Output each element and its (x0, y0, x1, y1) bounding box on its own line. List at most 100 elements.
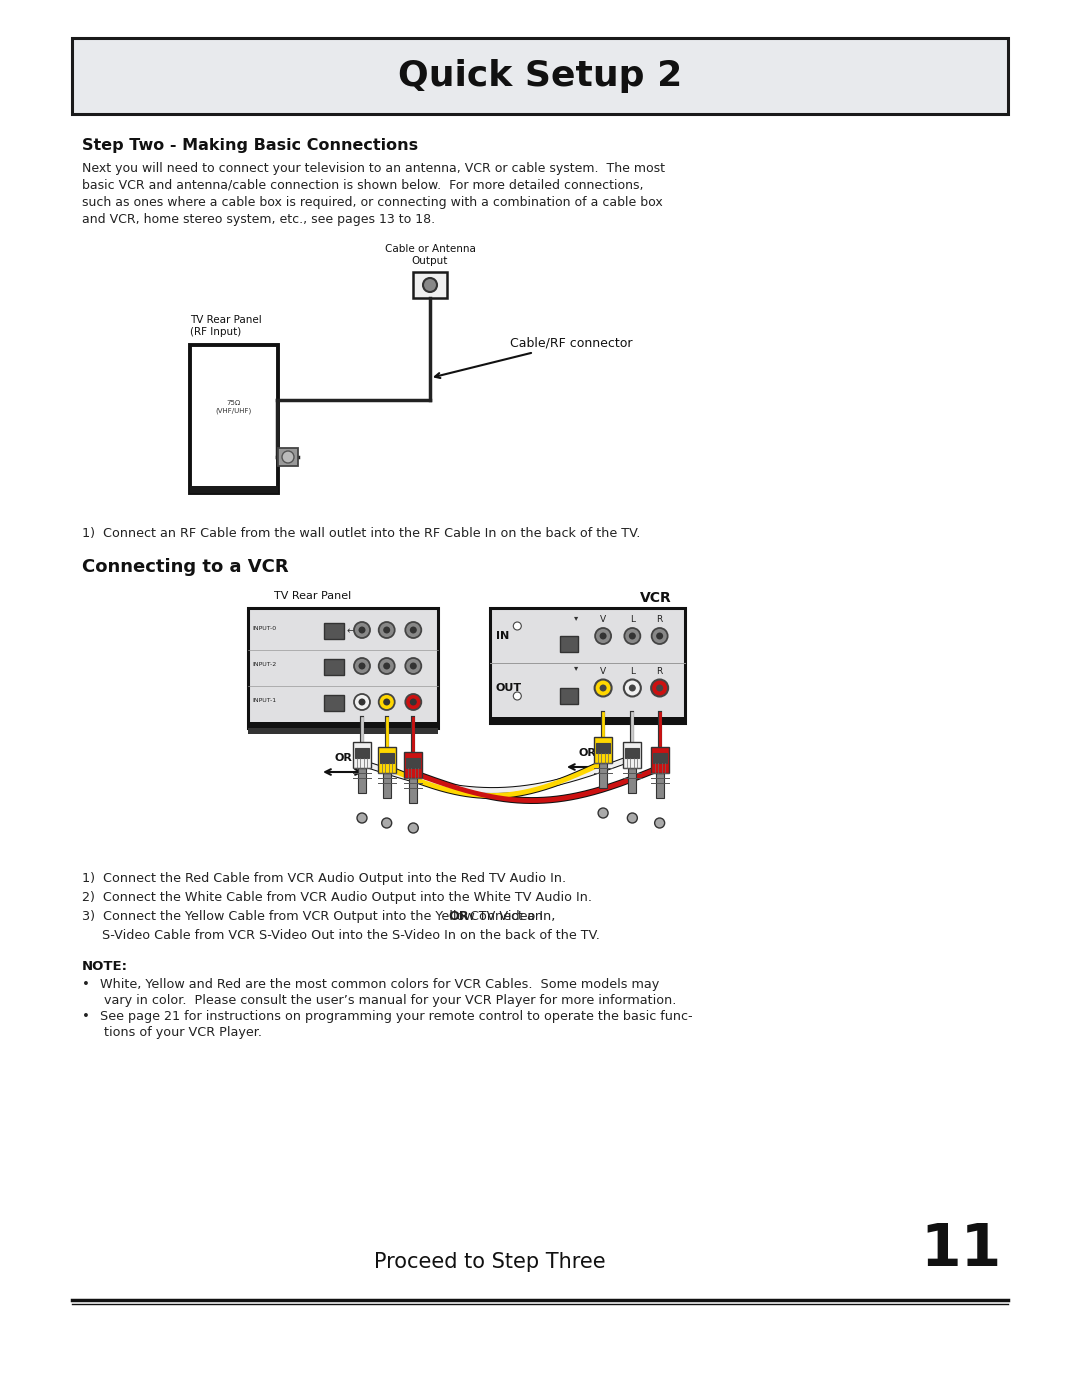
Text: V: V (600, 666, 606, 676)
Bar (623, 742, 642, 768)
Text: •: • (82, 978, 90, 990)
Circle shape (359, 698, 365, 705)
Circle shape (513, 622, 522, 630)
Circle shape (624, 629, 640, 644)
Circle shape (357, 813, 367, 823)
Text: White, Yellow and Red are the most common colors for VCR Cables.  Some models ma: White, Yellow and Red are the most commo… (92, 978, 659, 990)
Bar (561, 636, 578, 652)
Text: such as ones where a cable box is required, or connecting with a combination of : such as ones where a cable box is requir… (82, 196, 663, 210)
Text: R: R (657, 666, 663, 676)
Bar (324, 623, 345, 638)
Circle shape (409, 626, 417, 633)
Circle shape (657, 633, 663, 640)
Circle shape (383, 662, 390, 669)
Text: S-Video Cable from VCR S-Video Out into the S-Video In on the back of the TV.: S-Video Cable from VCR S-Video Out into … (82, 929, 599, 942)
Bar (629, 768, 636, 793)
Circle shape (654, 819, 664, 828)
Text: 11: 11 (921, 1221, 1002, 1278)
Text: OR: OR (579, 747, 596, 759)
Circle shape (354, 694, 370, 710)
Circle shape (354, 622, 370, 638)
Bar (599, 763, 607, 788)
Bar (378, 747, 395, 773)
Circle shape (598, 807, 608, 819)
Bar (353, 742, 372, 768)
Bar (652, 753, 666, 763)
Text: 2)  Connect the White Cable from VCR Audio Output into the White TV Audio In.: 2) Connect the White Cable from VCR Audi… (82, 891, 592, 904)
Text: OR: OR (448, 909, 469, 923)
Circle shape (599, 633, 607, 640)
Text: IN: IN (496, 631, 510, 641)
Bar (248, 722, 438, 728)
Bar (380, 753, 394, 763)
Circle shape (657, 685, 663, 692)
Text: INPUT-2: INPUT-2 (252, 662, 276, 668)
Bar (278, 448, 298, 467)
Text: 1)  Connect the Red Cable from VCR Audio Output into the Red TV Audio In.: 1) Connect the Red Cable from VCR Audio … (82, 872, 566, 886)
Bar (596, 743, 610, 753)
Text: R: R (657, 616, 663, 624)
Circle shape (383, 626, 390, 633)
Text: 1)  Connect an RF Cable from the wall outlet into the RF Cable In on the back of: 1) Connect an RF Cable from the wall out… (82, 527, 640, 541)
Text: VCR: VCR (640, 591, 672, 605)
Circle shape (381, 819, 392, 828)
Circle shape (595, 679, 611, 697)
Circle shape (651, 679, 669, 697)
Text: INPUT-1: INPUT-1 (252, 698, 276, 704)
Text: Step Two - Making Basic Connections: Step Two - Making Basic Connections (82, 138, 418, 154)
Circle shape (359, 626, 365, 633)
Bar (382, 773, 391, 798)
Text: •: • (82, 1010, 90, 1023)
Circle shape (409, 662, 417, 669)
Bar (409, 778, 417, 803)
Text: Next you will need to connect your television to an antenna, VCR or cable system: Next you will need to connect your telev… (82, 162, 665, 175)
Text: TV Rear Panel: TV Rear Panel (274, 591, 352, 601)
Text: OUT: OUT (496, 683, 522, 693)
Bar (190, 486, 278, 493)
Circle shape (627, 813, 637, 823)
Bar (650, 747, 669, 773)
Text: vary in color.  Please consult the user’s manual for your VCR Player for more in: vary in color. Please consult the user’s… (92, 995, 676, 1007)
Circle shape (651, 629, 667, 644)
Circle shape (408, 823, 418, 833)
Circle shape (513, 692, 522, 700)
Bar (406, 759, 420, 768)
Circle shape (405, 622, 421, 638)
Text: tions of your VCR Player.: tions of your VCR Player. (92, 1025, 262, 1039)
Circle shape (629, 633, 636, 640)
Circle shape (405, 694, 421, 710)
Text: ←: ← (347, 626, 355, 636)
Circle shape (595, 629, 611, 644)
Circle shape (629, 685, 636, 692)
Text: Cable/RF connector: Cable/RF connector (435, 337, 633, 379)
Text: Connecting to a VCR: Connecting to a VCR (82, 557, 288, 576)
Circle shape (379, 694, 394, 710)
Text: NOTE:: NOTE: (82, 960, 129, 972)
Circle shape (379, 622, 394, 638)
Bar (561, 687, 578, 704)
Text: See page 21 for instructions on programming your remote control to operate the b: See page 21 for instructions on programm… (92, 1010, 692, 1023)
Bar (190, 345, 278, 493)
Circle shape (599, 685, 607, 692)
Bar (248, 728, 438, 733)
Circle shape (379, 658, 394, 673)
Text: Output: Output (411, 256, 448, 265)
Bar (656, 773, 663, 798)
Bar (625, 747, 639, 759)
Text: ▾: ▾ (573, 664, 578, 672)
Text: Quick Setup 2: Quick Setup 2 (397, 59, 683, 94)
Text: basic VCR and antenna/cable connection is shown below.  For more detailed connec: basic VCR and antenna/cable connection i… (82, 179, 644, 191)
Bar (324, 694, 345, 711)
Circle shape (359, 662, 365, 669)
Circle shape (409, 698, 417, 705)
Bar (72, 38, 1008, 115)
Text: L: L (630, 616, 635, 624)
Text: and VCR, home stereo system, etc., see pages 13 to 18.: and VCR, home stereo system, etc., see p… (82, 212, 435, 226)
Text: (RF Input): (RF Input) (190, 327, 241, 337)
Text: V: V (600, 616, 606, 624)
Text: Connect an: Connect an (467, 909, 543, 923)
Circle shape (383, 698, 390, 705)
Bar (404, 752, 422, 778)
Text: 75Ω
(VHF/UHF): 75Ω (VHF/UHF) (216, 400, 252, 415)
Circle shape (405, 658, 421, 673)
